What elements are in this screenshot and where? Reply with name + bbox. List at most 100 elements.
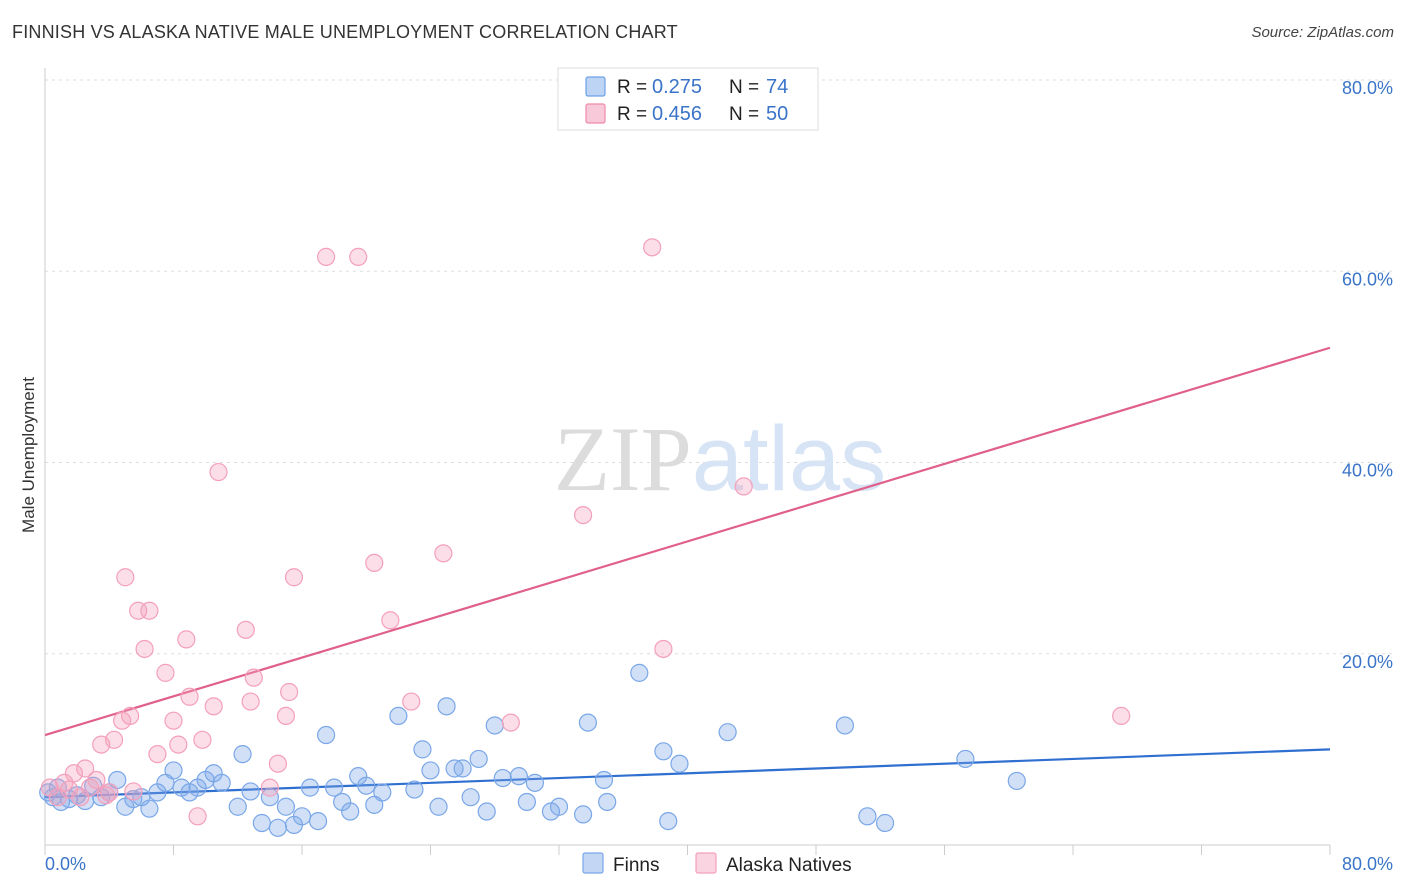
alaska-natives-point — [349, 247, 368, 267]
alaska-natives-point — [148, 745, 167, 764]
finns-point — [517, 792, 536, 812]
alaska-natives-point — [116, 568, 135, 587]
legend-label: Alaska Natives — [726, 855, 852, 876]
finns-point — [437, 697, 456, 716]
alaska-natives-point — [64, 764, 84, 783]
finns-point — [525, 773, 545, 792]
alaska-natives-point — [104, 730, 124, 749]
finns-point — [598, 792, 617, 812]
alaska-natives-point — [365, 553, 384, 573]
finns-point — [835, 716, 855, 735]
alaska-natives-point — [260, 778, 279, 797]
finns-point — [228, 797, 247, 816]
alaska-natives-point — [402, 692, 421, 711]
stats-box: R = 0.275 N = 74 R = 0.456 N = 50 — [557, 67, 819, 131]
alaska-natives-point — [87, 770, 106, 790]
alaska-natives-point — [177, 630, 196, 649]
axis-layer: 20.0% 40.0% 60.0% 80.0% 0.0% 80.0% Male Unempl… — [19, 68, 1393, 874]
alaska-natives-point — [140, 601, 159, 620]
grid-layer — [45, 79, 1392, 655]
finns-point — [956, 749, 975, 769]
finns-point — [429, 797, 448, 816]
x-tick-label-max: 80.0% — [1342, 854, 1393, 874]
finns-point — [268, 818, 288, 837]
alaska-natives-point — [124, 782, 143, 801]
finns-point — [654, 742, 673, 761]
watermark-atlas: atlas — [692, 408, 886, 510]
finns-point — [373, 783, 392, 802]
finns-point — [212, 773, 231, 792]
stats-r-value: 0.275 — [652, 76, 702, 98]
stats-swatch — [585, 103, 606, 124]
alaska-natives-point — [59, 780, 79, 799]
stats-swatch — [585, 76, 606, 97]
stats-n-value: 50 — [766, 103, 788, 125]
finns-point — [573, 805, 593, 824]
y-tick-label: 60.0% — [1342, 269, 1393, 289]
alaska-natives-point — [501, 713, 520, 732]
finns-point — [670, 754, 689, 773]
alaska-natives-point — [188, 807, 207, 826]
points-layer — [39, 238, 1131, 837]
x-tick-label-min: 0.0% — [45, 854, 86, 874]
finns-point — [389, 706, 408, 726]
finns-point — [549, 797, 569, 816]
finns-point — [469, 749, 488, 769]
finns-point — [300, 778, 320, 797]
legend-label: Finns — [613, 855, 659, 876]
finns-point — [485, 716, 504, 735]
finns-point — [594, 770, 614, 790]
alaska-natives-point — [156, 663, 175, 682]
finns-point — [341, 802, 360, 821]
alaska-natives-point — [276, 706, 296, 726]
alaska-natives-point — [280, 682, 299, 702]
finns-point — [858, 807, 877, 826]
finns-point — [405, 780, 424, 799]
finns-point — [630, 663, 649, 682]
stats-r-label: R = — [617, 77, 647, 98]
stats-r-value: 0.456 — [652, 103, 702, 125]
y-tick-label: 40.0% — [1342, 461, 1393, 481]
alaska-natives-point — [241, 692, 260, 711]
watermark-zip: ZIP — [554, 408, 692, 510]
legend-swatch — [695, 852, 717, 874]
alaska-natives-point — [100, 783, 119, 802]
alaska-natives-point — [76, 759, 95, 778]
alaska-natives-trend-line — [44, 346, 1331, 737]
legend: Finns Alaska Natives — [582, 852, 852, 876]
finns-point — [453, 759, 472, 778]
watermark-layer: ZIPatlas — [554, 408, 886, 510]
finns-point — [1007, 771, 1026, 791]
finns-point — [276, 797, 296, 816]
finns-point — [493, 768, 512, 788]
alaska-natives-point — [434, 544, 453, 563]
finns-point — [421, 761, 440, 780]
finns-point — [357, 776, 376, 795]
alaska-natives-point — [244, 668, 263, 687]
stats-box-frame — [557, 67, 819, 131]
alaska-natives-point — [236, 620, 255, 639]
finns-point — [578, 713, 598, 732]
alaska-natives-point — [169, 735, 188, 754]
finns-point — [659, 811, 678, 831]
finns-point — [316, 725, 336, 745]
finns-point — [252, 813, 271, 833]
alaska-natives-point — [180, 687, 199, 706]
alaska-natives-point — [654, 639, 673, 659]
finns-point — [461, 788, 480, 807]
finns-point — [164, 761, 183, 780]
finns-point — [477, 802, 496, 821]
alaska-natives-point — [204, 697, 223, 716]
alaska-natives-point — [643, 238, 662, 257]
finns-point — [233, 745, 252, 764]
alaska-natives-point — [573, 505, 593, 525]
finns-point — [325, 778, 344, 797]
alaska-natives-point — [1112, 706, 1131, 726]
alaska-natives-point — [135, 639, 154, 659]
stats-n-value: 74 — [766, 76, 788, 98]
alaska-natives-point — [121, 706, 140, 726]
finns-point — [260, 788, 279, 807]
chart-source: Source: ZipAtlas.com — [1251, 24, 1394, 41]
stats-n-label: N = — [729, 104, 759, 125]
